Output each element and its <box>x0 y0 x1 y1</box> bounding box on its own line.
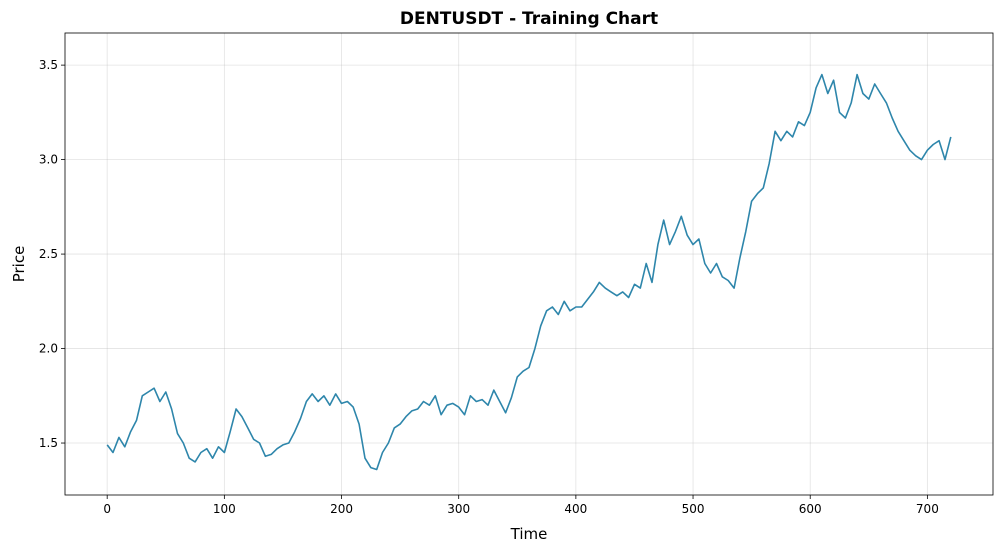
x-tick-label: 500 <box>682 502 705 516</box>
price-series-line <box>106 73 952 471</box>
y-tick-label: 1.5 <box>39 436 58 450</box>
y-tick-label: 2.5 <box>39 247 58 261</box>
y-tick-label: 3.0 <box>39 153 58 167</box>
x-tick-label: 100 <box>213 502 236 516</box>
x-tick-label: 600 <box>799 502 822 516</box>
chart-title: DENTUSDT - Training Chart <box>400 9 658 29</box>
x-tick-label: 700 <box>916 502 939 516</box>
x-tick-label: 300 <box>447 502 470 516</box>
plot-frame <box>64 32 994 496</box>
x-tick-label: 0 <box>103 502 111 516</box>
x-tick-label: 200 <box>330 502 353 516</box>
ticks: 0 100 200 300 400 500 600 700 1.5 2.0 2.5 3.0 3.5 <box>39 58 939 516</box>
y-tick-label: 3.5 <box>39 58 58 72</box>
x-tick-label: 400 <box>564 502 587 516</box>
grid <box>65 33 993 495</box>
x-axis-label: Time <box>510 525 548 543</box>
y-tick-label: 2.0 <box>39 342 58 356</box>
y-axis-label: Price <box>10 246 28 283</box>
